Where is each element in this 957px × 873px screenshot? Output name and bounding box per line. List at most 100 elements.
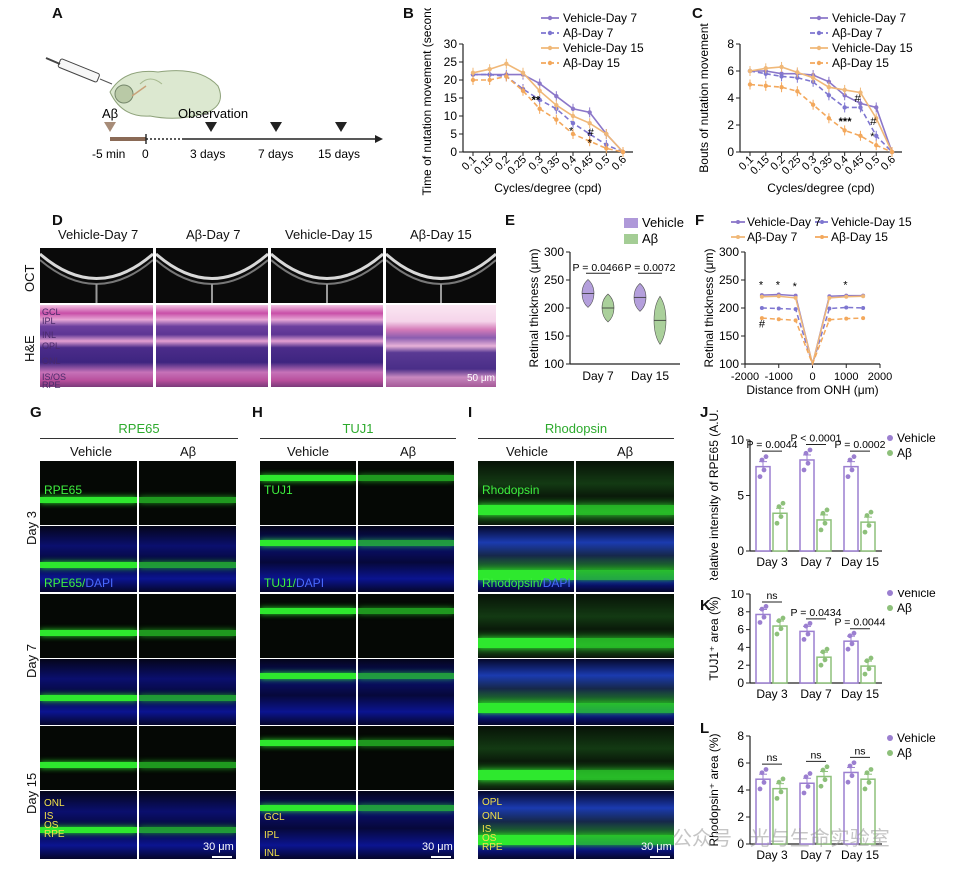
h-scale-label: 30 μm	[422, 841, 453, 853]
p-value-label: P = 0.0044	[835, 617, 886, 629]
data-point	[620, 149, 626, 155]
legend-label: Aβ-Day 7	[563, 26, 614, 40]
data-dot	[774, 631, 780, 637]
data-dot	[801, 790, 807, 796]
y-tick-label: 150	[719, 329, 739, 343]
data-point	[793, 295, 798, 300]
data-dot	[847, 763, 853, 769]
if-image	[576, 526, 674, 592]
data-dot	[862, 529, 868, 535]
if-image	[576, 461, 674, 525]
legend-label: Vehicle	[897, 431, 936, 445]
p-value-label: ns	[766, 752, 777, 764]
y-tick-label: 20	[444, 73, 458, 87]
if-image	[40, 594, 137, 658]
panel-label-k: K	[700, 597, 711, 614]
if-image	[139, 726, 236, 790]
data-dot	[774, 795, 780, 801]
i-layer-label: OPL	[482, 797, 503, 808]
oct-retina-arc	[156, 252, 268, 303]
y-tick-label: 8	[727, 37, 734, 51]
timeline-tick: -5 min	[92, 147, 125, 161]
x-axis-title: Cycles/degree (cpd)	[767, 181, 874, 195]
data-dot	[778, 789, 784, 795]
i-layer-label: IS	[482, 824, 492, 835]
fluorescent-band	[40, 762, 137, 768]
section-rule	[260, 438, 456, 439]
data-dot	[847, 457, 853, 463]
y-tick-label: 300	[544, 245, 564, 259]
fluorescent-band	[139, 827, 236, 833]
data-dot	[868, 655, 874, 661]
i-col-abeta: Aβ	[617, 444, 634, 459]
significance-mark: **	[532, 95, 541, 107]
i-label-merge-b: DAPI	[542, 576, 571, 590]
data-point	[874, 133, 879, 138]
y-tick-label: 2	[737, 810, 744, 824]
if-image	[358, 726, 454, 790]
data-dot	[805, 631, 811, 637]
data-point	[844, 316, 849, 321]
x-tick-label: -2000	[731, 371, 759, 383]
significance-mark: #	[759, 319, 766, 331]
data-dot	[866, 523, 872, 528]
data-dot	[851, 630, 857, 636]
data-point	[795, 89, 800, 94]
legend-marker	[547, 15, 553, 21]
data-dot	[868, 767, 874, 772]
data-point	[759, 316, 764, 321]
if-image	[478, 594, 574, 658]
data-dot	[803, 774, 809, 780]
legend-marker	[816, 60, 822, 66]
data-dot	[776, 504, 782, 509]
fluorescent-band	[260, 740, 356, 746]
if-image	[260, 461, 356, 525]
data-point	[826, 85, 832, 90]
data-point	[874, 143, 879, 148]
data-dot	[851, 454, 857, 460]
section-rule	[40, 438, 238, 439]
significance-mark: #	[854, 93, 861, 105]
if-image	[40, 526, 137, 592]
y-tick-label: 6	[737, 623, 744, 637]
y-tick-label: 100	[719, 357, 739, 371]
x-tick-label: 0.15	[472, 154, 496, 178]
y-tick-label: 0	[737, 837, 744, 851]
data-dot	[757, 620, 763, 625]
data-point	[858, 90, 863, 95]
data-dot	[805, 784, 811, 789]
y-tick-label: 200	[719, 301, 739, 315]
fluorescent-band	[40, 695, 137, 701]
data-point	[810, 102, 816, 107]
if-image	[478, 659, 574, 725]
data-point	[747, 82, 753, 87]
g-col-vehicle: Vehicle	[70, 444, 112, 459]
section-rule	[478, 438, 674, 439]
y-axis-title: TUJ1⁺ area (%)	[707, 596, 721, 680]
h-section-title: TUJ1	[342, 421, 374, 436]
d-col-header: Aβ-Day 15	[410, 227, 472, 242]
data-point	[487, 77, 492, 83]
y-tick-label: 15	[444, 91, 458, 105]
oct-image	[271, 248, 383, 303]
data-dot	[845, 779, 851, 785]
bar	[755, 613, 771, 684]
if-image	[358, 791, 454, 859]
he-layer-label: OPL	[42, 341, 61, 351]
fluorescent-band	[478, 570, 574, 580]
legend-label: Aβ-Day 7	[832, 26, 883, 40]
oct-retina-arc	[386, 252, 496, 303]
y-axis-title: Rhodopsin⁺ area (%)	[707, 733, 721, 846]
data-point	[537, 81, 542, 86]
significance-mark: #	[870, 116, 877, 128]
data-point	[844, 305, 849, 310]
data-point	[810, 75, 816, 80]
y-tick-label: 250	[544, 273, 564, 287]
timeline	[104, 122, 383, 144]
x-tick-label: Day 7	[800, 687, 832, 701]
timeline-tick: 15 days	[318, 147, 360, 161]
fluorescent-band	[478, 505, 574, 515]
panel-label-i: I	[468, 404, 473, 421]
